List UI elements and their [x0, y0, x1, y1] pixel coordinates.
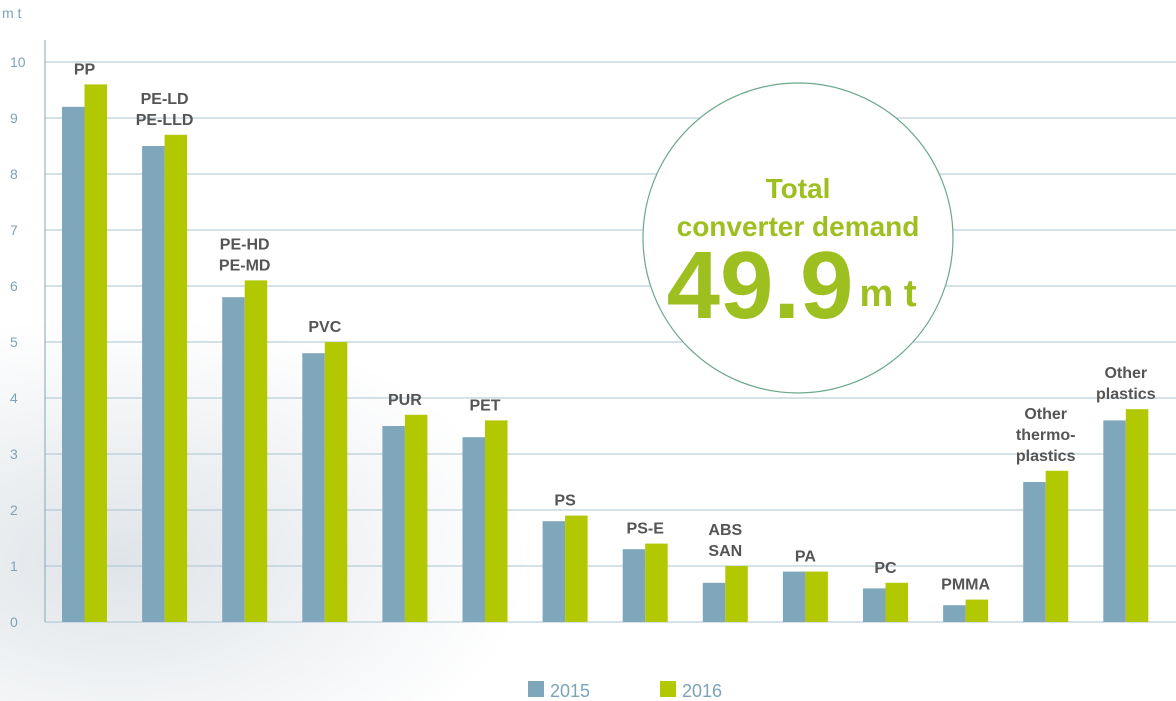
category-label: PET [469, 397, 500, 414]
bar [543, 521, 566, 622]
y-tick-label: 5 [10, 334, 18, 350]
category-label: PE-MD [219, 257, 271, 274]
category-label: thermo- [1016, 427, 1076, 444]
bar [85, 84, 108, 622]
bar [245, 280, 268, 622]
y-tick-label: 8 [10, 166, 18, 182]
y-tick-label: 0 [10, 614, 18, 630]
y-tick-label: 3 [10, 446, 18, 462]
bar [565, 516, 588, 622]
category-label: Other [1024, 406, 1067, 423]
bar [783, 572, 806, 622]
chart: m t 0 1 2 3 4 5 6 7 8 9 10 Total converter demand … [0, 0, 1176, 701]
bar [485, 420, 508, 622]
bar [1046, 471, 1069, 622]
bar [703, 583, 726, 622]
bar [165, 135, 188, 622]
category-label: PE-LLD [136, 112, 194, 129]
bar [302, 353, 325, 622]
category-label: PA [795, 549, 816, 566]
category-label: PS [554, 493, 576, 510]
category-label: PMMA [941, 577, 990, 594]
y-tick-label: 9 [10, 110, 18, 126]
legend-label: 2016 [682, 681, 722, 701]
category-label: SAN [708, 543, 742, 560]
y-tick-label: 2 [10, 502, 18, 518]
category-label: PC [874, 560, 897, 577]
bar [1103, 420, 1126, 622]
bar [222, 297, 245, 622]
bar [142, 146, 165, 622]
bar [645, 544, 668, 622]
category-label: PE-LD [141, 91, 189, 108]
category-label: plastics [1016, 448, 1076, 465]
category-label: PUR [388, 392, 422, 409]
bar [805, 572, 828, 622]
y-axis-label: m t [2, 5, 22, 21]
bar [1126, 409, 1149, 622]
bar [623, 549, 646, 622]
category-label: plastics [1096, 386, 1156, 403]
bar [405, 415, 428, 622]
category-label: PP [74, 61, 96, 78]
annotation: Total converter demand 49.9 m t [643, 83, 953, 393]
annotation-value: 49.9 [667, 232, 854, 339]
bar [966, 600, 989, 622]
category-label: PS-E [627, 521, 665, 538]
y-tick-label: 4 [10, 390, 18, 406]
bar [382, 426, 405, 622]
bar [863, 588, 886, 622]
category-label: Other [1104, 365, 1147, 382]
legend-swatch [660, 681, 676, 697]
bar [463, 437, 486, 622]
legend-label: 2015 [550, 681, 590, 701]
legend-swatch [528, 681, 544, 697]
y-tick-label: 6 [10, 278, 18, 294]
bar [886, 583, 909, 622]
y-tick-label: 7 [10, 222, 18, 238]
category-label: PE-HD [220, 236, 270, 253]
bar [62, 107, 85, 622]
bar [725, 566, 748, 622]
bar [943, 605, 966, 622]
category-label: PVC [308, 319, 341, 336]
y-tick-label: 10 [10, 54, 26, 70]
y-tick-label: 1 [10, 558, 18, 574]
annotation-unit: m t [860, 273, 917, 315]
category-label: ABS [708, 522, 742, 539]
bar [1023, 482, 1045, 622]
annotation-line: Total [766, 173, 831, 204]
bar [325, 342, 348, 622]
